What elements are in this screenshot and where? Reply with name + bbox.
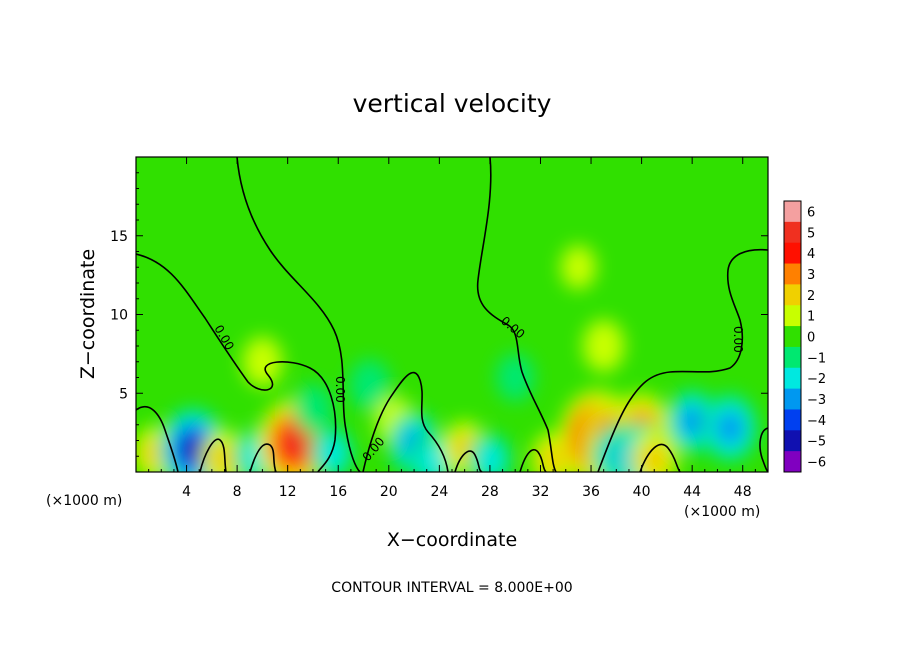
field-feature-13-level-2	[539, 442, 568, 472]
field-feature-2-level-5	[181, 436, 205, 464]
field-feature-12-level-2	[475, 442, 504, 472]
x-tick-label-8: 8	[233, 484, 242, 500]
x-tick-label-44: 44	[683, 484, 701, 500]
colorbar-swatch-5	[784, 305, 801, 327]
field-feature-5-level-5	[282, 429, 306, 458]
colorbar-swatch-9	[784, 388, 801, 410]
x-tick-label-36: 36	[582, 484, 600, 500]
field-feature-25-level-1	[560, 245, 597, 290]
colorbar-swatch-0	[784, 201, 801, 223]
colorbar-label-5: 1	[807, 310, 815, 325]
colorbar-label-7: −1	[807, 351, 826, 366]
x-tick-label-40: 40	[633, 484, 651, 500]
x-tick-label-12: 12	[279, 484, 297, 500]
colorbar-swatch-8	[784, 367, 801, 390]
field-feature-23-level-1	[582, 320, 625, 372]
colorbar-label-1: 5	[807, 226, 815, 241]
x-tick-label-32: 32	[532, 484, 550, 500]
contour-line-10	[639, 443, 681, 472]
colorbar-swatch-11	[784, 430, 801, 452]
colorbar: 6 5 4 3 2 1 0 −1 −2 −3 −4 −5 −6	[783, 200, 826, 473]
y-axis-label: Z−coordinate	[77, 249, 99, 379]
x-axis-ticks: 4 8 12 16 20 24 28 32 36 40 44 48	[148, 157, 756, 500]
contour-line-6	[362, 371, 449, 472]
x-tick-label-20: 20	[380, 484, 398, 500]
colorbar-label-4: 2	[807, 289, 815, 304]
contour-interval-note: CONTOUR INTERVAL = 8.000E+00	[331, 580, 572, 596]
colorbar-swatch-10	[784, 409, 801, 431]
contour-line-3	[476, 157, 557, 472]
y-axis-ticks: 5 10 15	[110, 172, 768, 457]
colorbar-swatch-6	[784, 326, 801, 348]
x-axis-label: X−coordinate	[387, 529, 517, 551]
colorbar-swatch-3	[784, 263, 801, 285]
contour-line-1	[136, 253, 337, 472]
colorbar-label-0: 6	[807, 205, 815, 220]
colorbar-swatch-12	[784, 451, 801, 473]
contour-line-5	[136, 406, 179, 472]
y-tick-label-10: 10	[110, 308, 128, 324]
zero-contours	[136, 157, 768, 472]
colorbar-swatch-7	[784, 346, 801, 369]
x-unit-left: (×1000 m)	[46, 493, 122, 509]
colorbar-label-6: 0	[807, 331, 815, 346]
field-feature-7-level-1	[349, 359, 391, 412]
contour-line-8	[249, 443, 277, 472]
colorbar-label-3: 3	[807, 268, 815, 283]
x-tick-label-4: 4	[182, 484, 191, 500]
field-feature-26-level-1	[293, 384, 333, 434]
field-feature-21-level-3	[716, 412, 744, 444]
plot-area: 0.00 0.00 0.00 0.00 0.00	[136, 157, 768, 472]
contour-line-2	[236, 157, 361, 472]
y-tick-label-15: 15	[110, 229, 128, 245]
x-tick-label-16: 16	[329, 484, 347, 500]
field-feature-22-level-1	[242, 336, 283, 387]
chart-title: vertical velocity	[353, 89, 552, 118]
contour-line-4	[597, 248, 768, 472]
x-unit-right: (×1000 m)	[684, 504, 760, 520]
contour-line-9	[454, 450, 483, 472]
colorbar-swatch-1	[784, 221, 801, 244]
x-tick-label-24: 24	[430, 484, 448, 500]
contour-line-12	[759, 427, 768, 472]
contour-label-2: 0.00	[333, 376, 347, 403]
colorbar-label-2: 4	[807, 247, 815, 262]
colorbar-swatch-2	[784, 242, 801, 265]
colorbar-label-8: −2	[807, 372, 826, 387]
field-feature-24-level-1	[496, 353, 535, 402]
y-tick-label-5: 5	[119, 386, 128, 402]
colorbar-label-10: −4	[807, 414, 826, 429]
field-feature-20-level-3	[679, 406, 705, 437]
contour-line-7	[199, 438, 227, 472]
colorbar-label-11: −5	[807, 435, 826, 450]
field-feature-19-level-2	[639, 441, 670, 472]
colorbar-label-12: −6	[807, 456, 826, 471]
colorbar-frame	[783, 200, 802, 473]
x-tick-label-28: 28	[481, 484, 499, 500]
colorbar-label-9: −3	[807, 393, 826, 408]
contour-label-4: 0.00	[731, 326, 745, 353]
x-tick-label-48: 48	[734, 484, 752, 500]
contour-line-11	[519, 448, 547, 472]
colorbar-swatch-4	[784, 284, 801, 306]
